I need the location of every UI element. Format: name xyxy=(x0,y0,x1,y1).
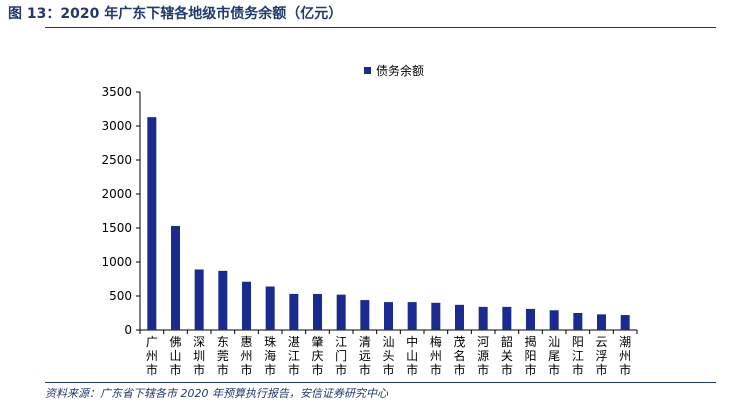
y-axis: 0 500 1000 1500 2000 2500 3000 3500 xyxy=(101,85,141,337)
y-tick-label: 1500 xyxy=(101,221,132,235)
x-tick-label: 揭阳市 xyxy=(524,334,536,377)
x-tick-label: 深圳市 xyxy=(193,335,205,377)
x-tick-label: 东莞市 xyxy=(217,335,229,377)
bar xyxy=(242,281,251,330)
y-tick-label: 500 xyxy=(109,289,132,303)
y-tick-label: 2000 xyxy=(101,187,132,201)
legend-label: 债务余额 xyxy=(376,63,424,78)
x-tick-label: 佛山市 xyxy=(169,335,181,377)
x-tick-label: 中山市 xyxy=(406,334,418,377)
x-tick-label: 清远市 xyxy=(359,335,371,377)
bar xyxy=(407,302,417,330)
bar xyxy=(573,313,583,330)
x-tick-label: 梅州市 xyxy=(430,334,442,377)
legend-swatch xyxy=(364,67,371,74)
bar xyxy=(384,302,393,330)
x-tick-label: 珠海市 xyxy=(264,335,276,377)
bar xyxy=(313,293,322,330)
x-tick-label: 潮州市 xyxy=(619,334,631,377)
x-tick-label: 惠州市 xyxy=(240,335,252,377)
bar xyxy=(194,269,204,330)
y-tick-label: 1000 xyxy=(101,255,132,269)
x-tick-label: 茂名市 xyxy=(453,335,465,377)
x-tick-label: 韶关市 xyxy=(501,334,513,377)
bar xyxy=(360,300,370,330)
x-tick-label: 肇庆市 xyxy=(311,334,323,377)
bar xyxy=(549,310,559,330)
figure-title: 图 13：2020 年广东下辖各地级市债务余额（亿元） xyxy=(8,6,343,22)
bar xyxy=(455,304,464,330)
y-tick-label: 3500 xyxy=(101,85,132,99)
bar xyxy=(597,314,606,330)
bar xyxy=(431,302,441,330)
title-rule xyxy=(45,27,716,28)
y-tick-label: 0 xyxy=(124,323,132,337)
x-tick-label: 湛江市 xyxy=(288,335,300,377)
bar xyxy=(336,294,346,330)
source-rule xyxy=(45,382,716,383)
bar xyxy=(289,293,299,330)
x-tick-label: 阳江市 xyxy=(572,335,584,377)
x-tick-label: 河源市 xyxy=(477,335,489,377)
bar xyxy=(218,270,228,330)
x-tick-label: 江门市 xyxy=(335,335,347,377)
source-note: 资料来源：广东省下辖各市 2020 年预算执行报告，安信证券研究中心 xyxy=(45,387,388,400)
x-tick-label: 汕尾市 xyxy=(548,335,560,377)
x-tick-label: 云浮市 xyxy=(595,335,607,377)
bar xyxy=(620,315,630,330)
y-tick-label: 3000 xyxy=(101,119,132,133)
bars xyxy=(147,117,630,330)
legend: 债务余额 xyxy=(364,63,424,78)
bar xyxy=(502,306,512,330)
y-tick-label: 2500 xyxy=(101,153,132,167)
x-tick-label: 汕头市 xyxy=(382,335,394,377)
bar xyxy=(171,225,180,330)
bar xyxy=(147,117,157,330)
bar xyxy=(265,286,275,330)
bar xyxy=(478,306,488,330)
x-tick-label: 广州市 xyxy=(146,335,158,377)
bar xyxy=(526,308,535,330)
x-axis: 广州市佛山市深圳市东莞市惠州市珠海市湛江市肇庆市江门市清远市汕头市中山市梅州市茂… xyxy=(139,329,638,377)
